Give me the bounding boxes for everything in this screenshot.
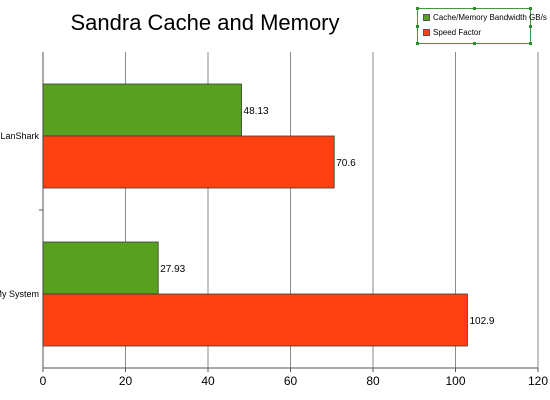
x-tick-label: 40 bbox=[201, 374, 215, 388]
bar-speed-factor[interactable] bbox=[42, 135, 335, 189]
legend-resize-handle[interactable] bbox=[529, 42, 532, 45]
legend-label-speed-factor: Speed Factor bbox=[433, 28, 482, 37]
chart-legend[interactable]: Cache/Memory Bandwidth GB/s Speed Factor bbox=[416, 7, 547, 45]
legend-resize-handle[interactable] bbox=[473, 7, 476, 10]
legend-swatch-speed-factor bbox=[423, 29, 430, 36]
data-label: 70.6 bbox=[336, 158, 356, 169]
chart-title: Sandra Cache and Memory bbox=[70, 10, 340, 35]
x-tick-label: 20 bbox=[119, 374, 133, 388]
x-tick-label: 0 bbox=[40, 374, 47, 388]
bar-speed-factor[interactable] bbox=[42, 293, 468, 347]
x-tick-label: 120 bbox=[528, 374, 548, 388]
legend-entry-bandwidth: Cache/Memory Bandwidth GB/s bbox=[423, 13, 547, 22]
legend-swatch-bandwidth bbox=[423, 14, 430, 21]
legend-resize-handle[interactable] bbox=[529, 7, 532, 10]
bar-bandwidth[interactable] bbox=[42, 241, 159, 295]
y-category-label: My System bbox=[0, 289, 39, 299]
data-label: 102.9 bbox=[469, 316, 494, 327]
legend-resize-handle[interactable] bbox=[416, 25, 419, 28]
data-label: 48.13 bbox=[244, 106, 269, 117]
data-label: 27.93 bbox=[160, 264, 185, 275]
y-category-label: LanShark bbox=[0, 131, 39, 141]
x-tick-label: 60 bbox=[284, 374, 298, 388]
legend-resize-handle[interactable] bbox=[416, 42, 419, 45]
legend-entry-speed-factor: Speed Factor bbox=[423, 28, 481, 37]
x-tick-label: 80 bbox=[366, 374, 380, 388]
legend-resize-handle[interactable] bbox=[473, 42, 476, 45]
x-tick-label: 100 bbox=[445, 374, 465, 388]
legend-label-bandwidth: Cache/Memory Bandwidth GB/s bbox=[433, 13, 547, 22]
bar-bandwidth[interactable] bbox=[42, 83, 242, 137]
legend-resize-handle[interactable] bbox=[529, 25, 532, 28]
legend-resize-handle[interactable] bbox=[416, 7, 419, 10]
